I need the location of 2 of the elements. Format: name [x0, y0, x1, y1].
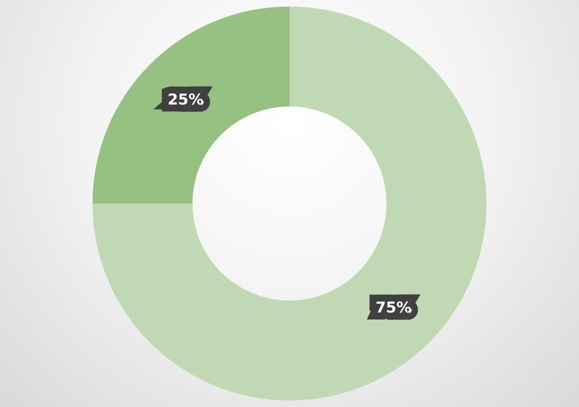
donut-slice	[92, 6, 486, 400]
donut-slice	[92, 6, 290, 204]
